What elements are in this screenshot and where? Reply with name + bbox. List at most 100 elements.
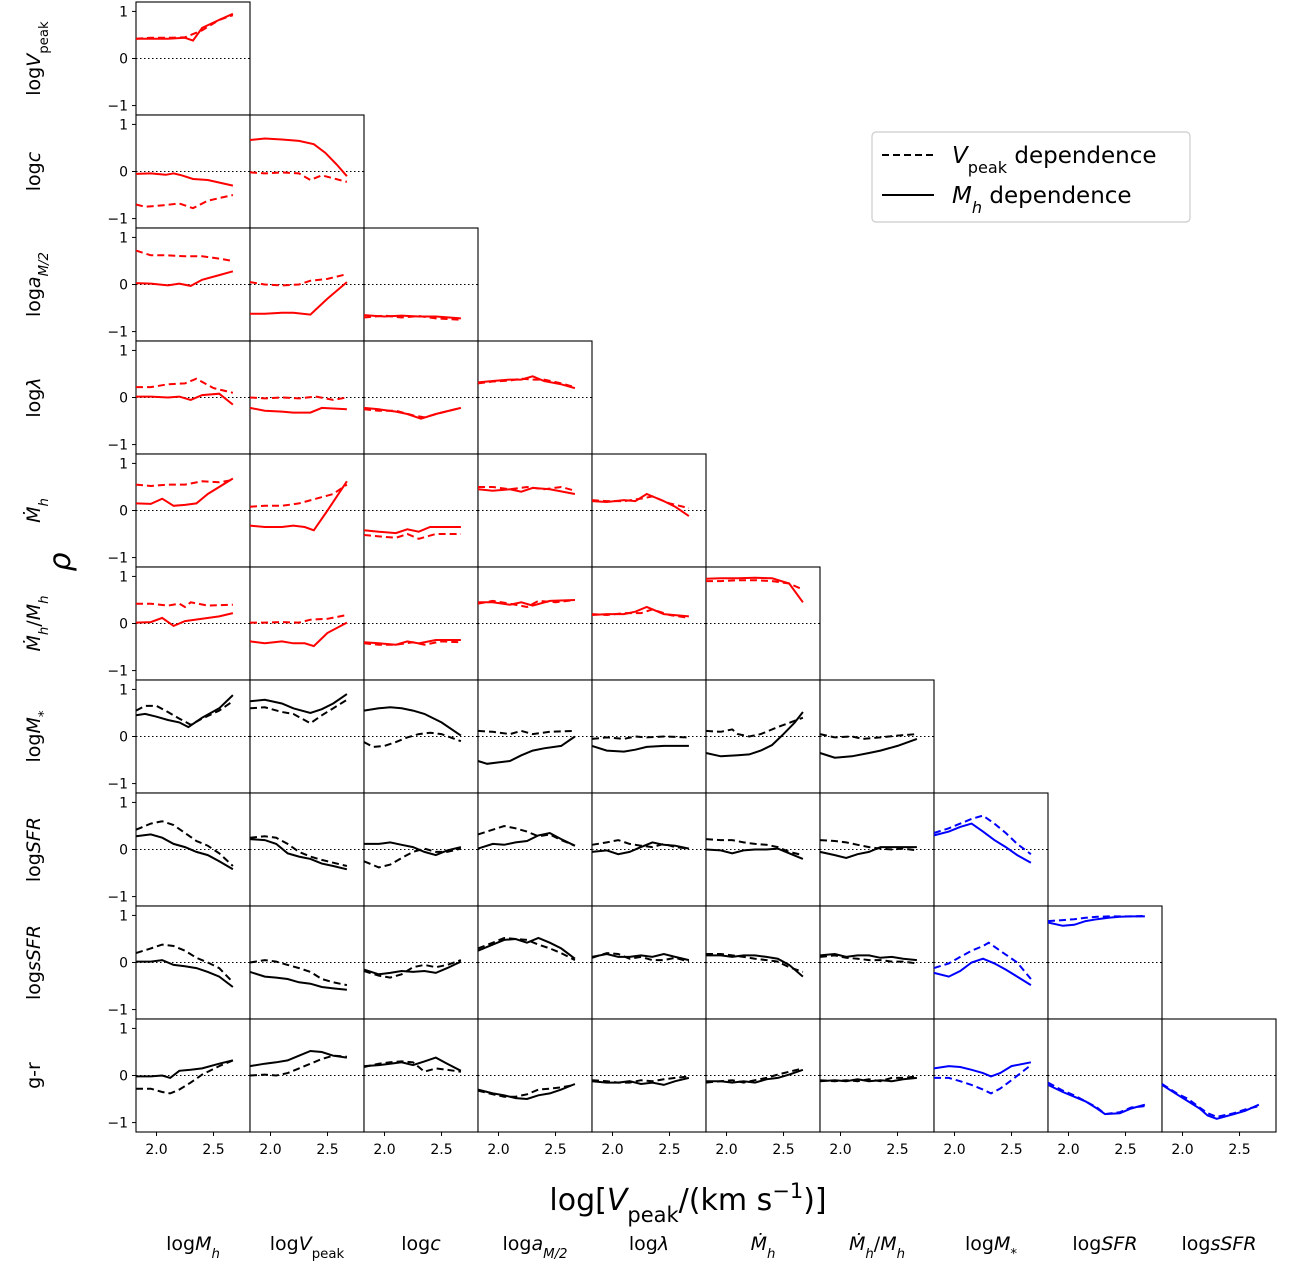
series-mh-dependence xyxy=(591,605,689,618)
y-tick-label: −1 xyxy=(107,777,128,793)
series-vpeak-dependence xyxy=(819,1075,918,1083)
panel-r1-c1 xyxy=(249,114,365,229)
panel-r7-c7 xyxy=(933,792,1049,907)
series-mh-dependence xyxy=(363,960,462,976)
series-mh-dependence xyxy=(591,744,689,753)
panel-r3-c3 xyxy=(477,340,593,455)
series-vpeak-dependence xyxy=(933,941,1032,980)
x-tick-label: 2.5 xyxy=(202,1142,224,1158)
x-tick-label: 2.5 xyxy=(544,1142,566,1158)
x-tick-label: 2.5 xyxy=(1114,1142,1136,1158)
series-mh-dependence xyxy=(477,831,576,850)
row-label-1: logc xyxy=(23,151,45,191)
y-tick-label: −1 xyxy=(107,325,128,341)
series-mh-dependence xyxy=(249,621,348,648)
series-mh-dependence xyxy=(477,375,576,390)
column-label-4: logλ xyxy=(629,1233,669,1255)
series-mh-dependence xyxy=(591,952,690,962)
y-tick-label: 1 xyxy=(119,4,128,20)
panel-r6-c1 xyxy=(249,679,365,794)
panel-r7-c0: −1 0 1 xyxy=(107,792,251,907)
panel-r8-c6 xyxy=(819,905,935,1020)
panel-r9-c9: 2.0 2.5 xyxy=(1161,1018,1277,1158)
panel-r9-c0: −1 0 1 2.0 2.5 xyxy=(107,1018,251,1158)
row-label-3: logλ xyxy=(23,377,45,417)
series-vpeak-dependence xyxy=(819,954,918,965)
panel-r2-c0: −1 0 1 xyxy=(107,227,251,342)
series-mh-dependence xyxy=(1047,915,1145,927)
y-tick-label: −1 xyxy=(107,212,128,228)
series-mh-dependence xyxy=(819,952,918,962)
series-vpeak-dependence xyxy=(477,729,575,736)
series-mh-dependence xyxy=(478,599,575,607)
series-mh-dependence xyxy=(135,172,234,187)
y-tick-label: 1 xyxy=(119,117,128,133)
panel-r9-c3: 2.0 2.5 xyxy=(477,1018,593,1158)
panel-r6-c5 xyxy=(705,679,821,794)
column-label-0: logMh xyxy=(166,1233,220,1262)
series-vpeak-dependence xyxy=(819,839,918,852)
series-vpeak-dependence xyxy=(136,377,234,394)
series-mh-dependence xyxy=(477,1083,576,1101)
series-mh-dependence xyxy=(135,612,234,628)
series-mh-dependence xyxy=(249,1049,348,1068)
series-vpeak-dependence xyxy=(705,1067,804,1084)
series-vpeak-dependence xyxy=(250,614,348,624)
panel-r9-c6: 2.0 2.5 xyxy=(819,1018,935,1158)
series-vpeak-dependence xyxy=(249,273,348,287)
series-vpeak-dependence xyxy=(591,1075,690,1084)
column-label-3: logaM/2 xyxy=(502,1233,567,1262)
column-label-6: Ṁh/Mh xyxy=(849,1232,905,1262)
panel-r5-c4 xyxy=(591,566,707,681)
series-vpeak-dependence xyxy=(591,735,689,740)
panel-r8-c5 xyxy=(705,905,821,1020)
column-label-2: logc xyxy=(401,1233,441,1255)
series-mh-dependence xyxy=(933,1061,1032,1078)
series-mh-dependence xyxy=(591,492,690,517)
series-mh-dependence xyxy=(1047,1083,1146,1116)
row-label-2: logaM/2 xyxy=(23,252,52,317)
series-vpeak-dependence xyxy=(934,1064,1032,1095)
series-vpeak-dependence xyxy=(819,733,917,740)
series-vpeak-dependence xyxy=(249,171,348,183)
series-mh-dependence xyxy=(933,957,1032,986)
series-mh-dependence xyxy=(135,270,234,287)
y-tick-label: 0 xyxy=(119,1069,128,1085)
series-vpeak-dependence xyxy=(249,483,348,508)
y-tick-label: 1 xyxy=(119,682,128,698)
y-tick-label: 0 xyxy=(119,278,128,294)
series-vpeak-dependence xyxy=(249,698,348,725)
panel-r4-c4 xyxy=(591,453,707,568)
y-tick-label: 0 xyxy=(119,165,128,181)
series-vpeak-dependence xyxy=(135,700,234,726)
series-vpeak-dependence xyxy=(249,959,348,987)
x-tick-label: 2.0 xyxy=(487,1142,509,1158)
series-vpeak-dependence xyxy=(135,820,234,867)
y-tick-label: 0 xyxy=(119,52,128,68)
panel-r5-c2 xyxy=(363,566,479,681)
series-mh-dependence xyxy=(591,1076,690,1086)
panel-r4-c1 xyxy=(249,453,365,568)
series-vpeak-dependence xyxy=(363,731,462,748)
panel-r7-c1 xyxy=(249,792,365,907)
row-label-4: Ṁh xyxy=(22,498,52,523)
series-mh-dependence xyxy=(136,1059,234,1080)
series-mh-dependence xyxy=(705,847,804,860)
panel-r2-c2 xyxy=(363,227,479,342)
series-mh-dependence xyxy=(249,838,348,871)
row-label-7: logSFR xyxy=(23,817,45,882)
series-vpeak-dependence xyxy=(477,936,576,961)
series-mh-dependence xyxy=(135,477,234,507)
x-tick-label: 2.5 xyxy=(316,1142,338,1158)
x-tick-label: 2.5 xyxy=(430,1142,452,1158)
series-vpeak-dependence xyxy=(706,953,804,973)
panel-r7-c5 xyxy=(705,792,821,907)
panel-r3-c0: −1 0 1 xyxy=(107,340,251,455)
column-label-7: logM* xyxy=(965,1233,1017,1262)
series-vpeak-dependence xyxy=(933,814,1032,855)
series-mh-dependence xyxy=(706,954,804,978)
panel-r1-c0: −1 0 1 xyxy=(107,114,251,229)
series-mh-dependence xyxy=(819,846,917,860)
series-vpeak-dependence xyxy=(363,959,462,979)
